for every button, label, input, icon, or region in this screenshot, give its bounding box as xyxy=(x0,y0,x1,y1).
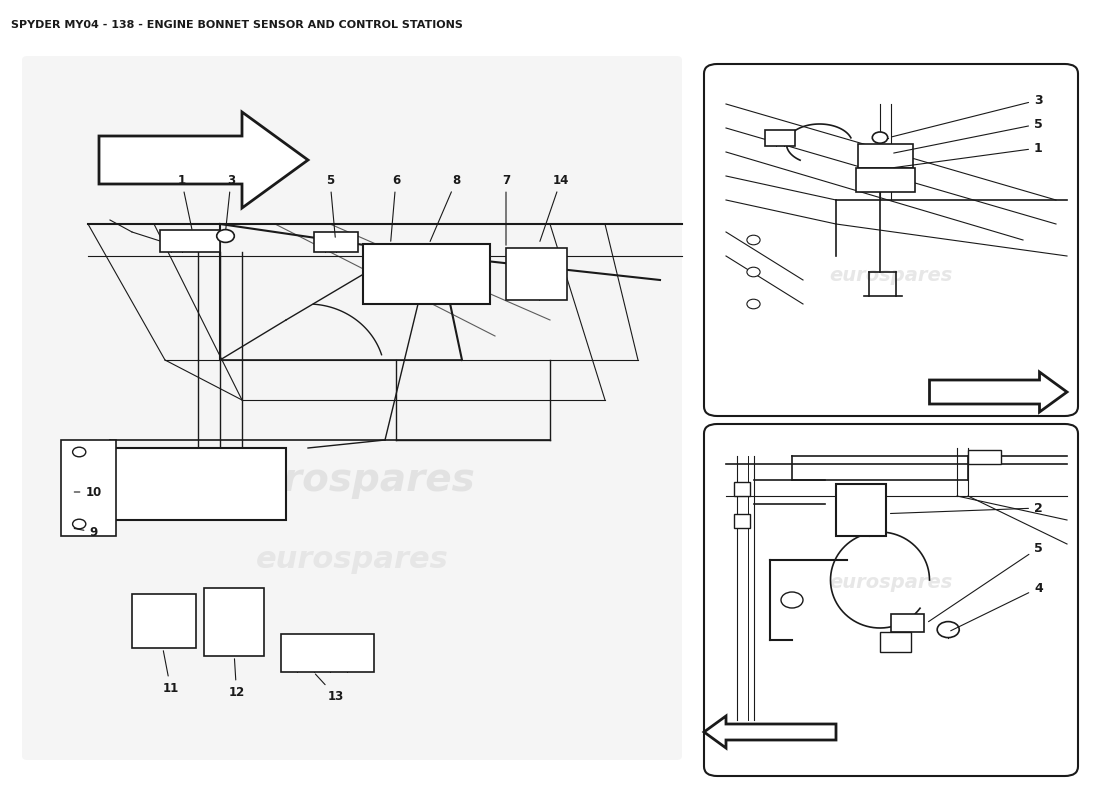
Text: 13: 13 xyxy=(316,674,343,702)
Bar xyxy=(60,440,116,536)
FancyBboxPatch shape xyxy=(22,56,682,760)
Text: eurospares: eurospares xyxy=(829,266,953,285)
Bar xyxy=(856,168,915,192)
Bar xyxy=(734,482,750,496)
Bar xyxy=(160,230,220,252)
Text: 4: 4 xyxy=(950,582,1043,630)
Circle shape xyxy=(73,519,86,529)
Text: 5: 5 xyxy=(326,174,336,238)
Bar xyxy=(968,450,1001,464)
Bar xyxy=(280,634,374,672)
Circle shape xyxy=(781,592,803,608)
Polygon shape xyxy=(99,112,308,208)
Text: 10: 10 xyxy=(75,486,101,498)
Circle shape xyxy=(872,132,888,143)
Text: 5: 5 xyxy=(928,542,1043,622)
Circle shape xyxy=(747,235,760,245)
Polygon shape xyxy=(704,716,836,748)
Text: 1: 1 xyxy=(894,142,1043,168)
Bar xyxy=(734,514,750,528)
Circle shape xyxy=(73,447,86,457)
Text: eurospares: eurospares xyxy=(229,461,475,499)
Text: eurospares: eurospares xyxy=(255,546,449,574)
Bar xyxy=(104,448,286,520)
Text: 8: 8 xyxy=(430,174,461,242)
Bar xyxy=(132,594,196,648)
Bar xyxy=(836,484,886,536)
Text: 7: 7 xyxy=(502,174,510,246)
Bar xyxy=(506,248,566,300)
Bar xyxy=(858,144,913,168)
Circle shape xyxy=(747,299,760,309)
Circle shape xyxy=(747,267,760,277)
Circle shape xyxy=(217,230,234,242)
Bar xyxy=(363,244,490,304)
Text: 6: 6 xyxy=(390,174,400,242)
Text: 1: 1 xyxy=(177,174,191,230)
Text: 3: 3 xyxy=(891,94,1043,137)
Text: 9: 9 xyxy=(74,526,98,538)
Text: 14: 14 xyxy=(540,174,569,242)
Bar xyxy=(891,614,924,632)
Bar xyxy=(880,632,911,652)
Text: 3: 3 xyxy=(226,174,235,230)
Text: 2: 2 xyxy=(891,502,1043,514)
Circle shape xyxy=(937,622,959,638)
Text: 5: 5 xyxy=(893,118,1043,153)
Text: SPYDER MY04 - 138 - ENGINE BONNET SENSOR AND CONTROL STATIONS: SPYDER MY04 - 138 - ENGINE BONNET SENSOR… xyxy=(11,20,463,30)
Bar xyxy=(204,588,264,656)
Bar xyxy=(764,130,795,146)
Text: eurospares: eurospares xyxy=(829,573,953,592)
Bar xyxy=(314,232,358,252)
Text: 11: 11 xyxy=(163,650,178,694)
Polygon shape xyxy=(930,372,1067,412)
Text: 12: 12 xyxy=(229,658,244,698)
